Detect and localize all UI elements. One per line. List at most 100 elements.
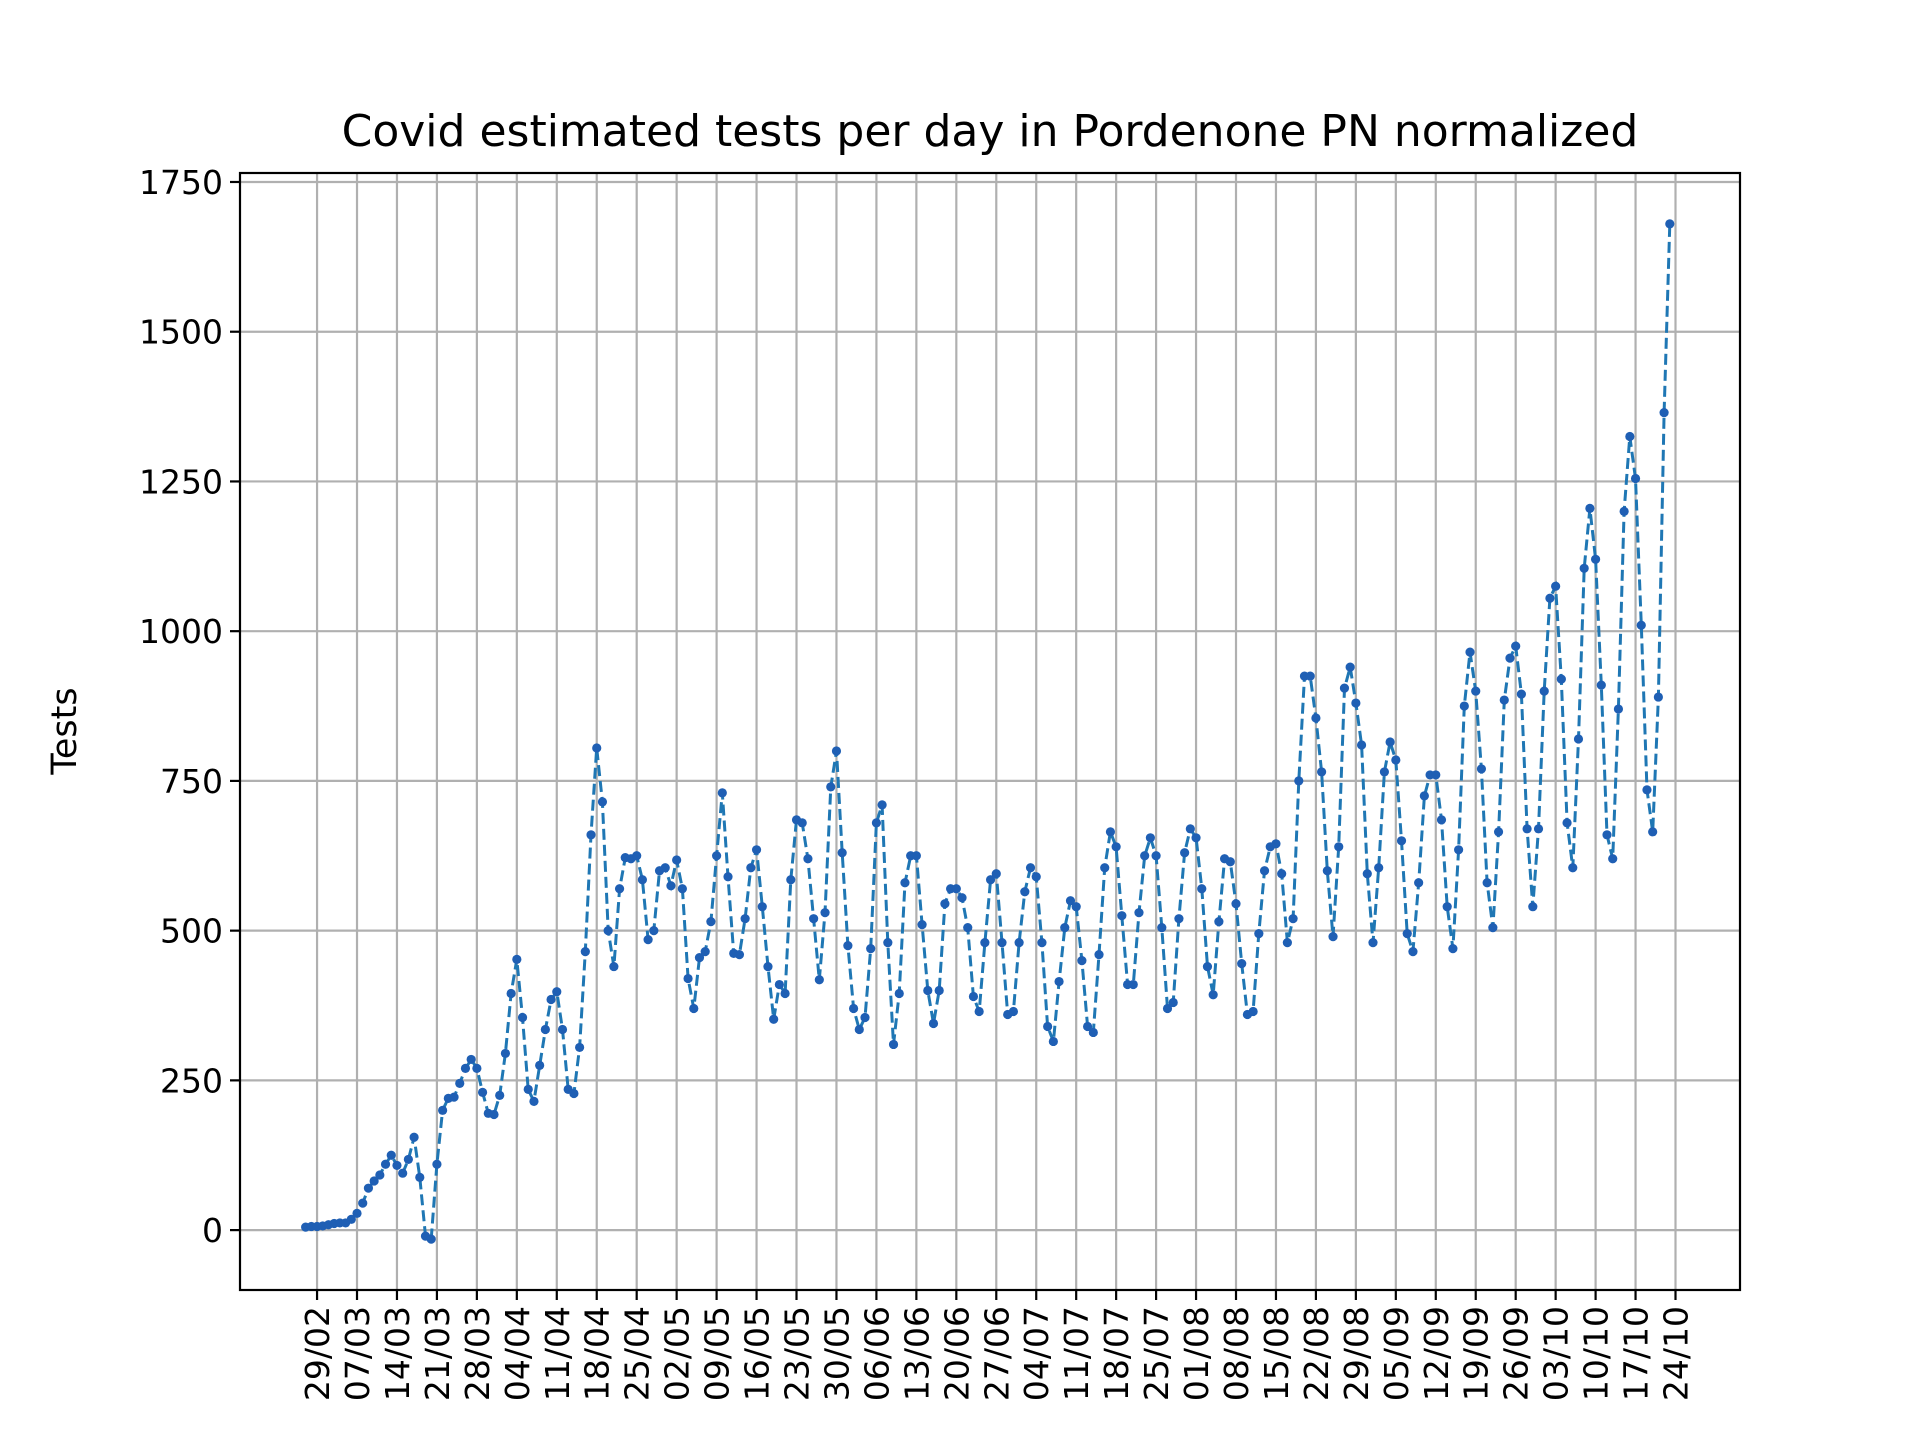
data-point: [1254, 929, 1264, 939]
plot-frame: [238, 171, 1742, 1292]
data-point: [1653, 692, 1663, 702]
x-tick-label: 16/05: [738, 1306, 777, 1401]
y-tick-label: 1750: [139, 163, 223, 202]
data-point: [1476, 764, 1487, 774]
x-tick-label: 20/06: [937, 1306, 976, 1401]
data-point: [1157, 923, 1167, 933]
data-point: [540, 1024, 550, 1035]
data-point: [1356, 740, 1367, 750]
data-point: [1317, 767, 1327, 777]
data-point: [449, 1092, 459, 1102]
data-point: [1025, 863, 1036, 873]
data-point: [369, 1176, 379, 1186]
data-point: [1482, 878, 1492, 888]
data-point: [575, 1042, 585, 1053]
data-point: [1573, 734, 1584, 744]
y-tick-label: 0: [202, 1211, 223, 1250]
x-tick-label: 21/03: [418, 1306, 457, 1401]
data-point: [660, 863, 670, 873]
x-tick-label: 06/06: [857, 1306, 896, 1401]
data-point: [1665, 219, 1675, 229]
data-point: [1088, 1027, 1098, 1038]
x-tick-label: 25/04: [618, 1306, 657, 1401]
data-point: [1043, 1021, 1053, 1032]
data-point: [1511, 641, 1521, 651]
data-point: [557, 1024, 568, 1035]
data-point: [363, 1183, 374, 1193]
data-point: [535, 1060, 545, 1071]
data-point: [1659, 407, 1669, 418]
data-point: [757, 902, 767, 912]
data-point: [523, 1084, 533, 1094]
series-layer: [301, 219, 1675, 1244]
data-point: [586, 830, 596, 840]
data-point: [460, 1063, 471, 1073]
data-point: [951, 884, 961, 894]
data-point: [1568, 863, 1578, 873]
data-point: [380, 1159, 391, 1169]
data-point: [1162, 1003, 1173, 1014]
x-tick-label: 24/10: [1657, 1306, 1696, 1401]
data-point: [957, 893, 967, 903]
data-point: [1362, 869, 1372, 879]
data-point: [1436, 815, 1447, 825]
x-tick-label: 08/08: [1217, 1306, 1256, 1401]
x-tick-label: 28/03: [458, 1306, 497, 1401]
data-point: [1311, 713, 1321, 723]
data-point: [723, 872, 733, 882]
series-line: [305, 223, 1672, 1242]
data-point: [1608, 854, 1618, 864]
data-point: [740, 914, 750, 924]
data-point: [1237, 958, 1247, 969]
data-point: [894, 988, 904, 999]
data-point: [1117, 911, 1127, 921]
x-tick-label: 26/09: [1497, 1306, 1536, 1401]
data-point: [666, 881, 676, 891]
data-point: [438, 1105, 448, 1115]
data-point: [940, 899, 950, 909]
data-point: [592, 743, 602, 753]
data-point: [1282, 938, 1292, 948]
data-point: [1083, 1021, 1093, 1032]
data-point: [985, 875, 996, 885]
data-point: [1065, 896, 1076, 906]
data-point: [860, 1012, 870, 1023]
x-tick-label: 12/09: [1417, 1306, 1456, 1401]
data-point: [1185, 824, 1195, 834]
x-tick-label: 27/06: [977, 1306, 1016, 1401]
data-point: [477, 1087, 488, 1097]
x-tick-label: 11/07: [1057, 1306, 1096, 1401]
data-point: [1111, 842, 1121, 852]
data-point: [1625, 431, 1635, 442]
data-point: [780, 988, 790, 999]
data-point: [1134, 908, 1144, 918]
data-point: [1128, 979, 1138, 990]
data-point: [974, 1006, 984, 1017]
data-point: [1528, 902, 1538, 912]
data-point: [711, 851, 722, 861]
data-point: [1493, 827, 1504, 837]
x-tick-label: 01/08: [1177, 1306, 1216, 1401]
data-point: [426, 1234, 436, 1244]
data-point: [1545, 593, 1555, 603]
data-point: [826, 782, 836, 792]
y-tick-label: 250: [160, 1061, 223, 1100]
data-point: [786, 875, 796, 885]
data-point: [888, 1039, 899, 1050]
data-point: [1642, 785, 1652, 795]
data-point: [597, 797, 608, 807]
data-point: [415, 1172, 425, 1183]
data-point: [495, 1090, 505, 1100]
data-point: [1505, 653, 1515, 663]
data-point: [820, 908, 830, 918]
data-point: [923, 985, 933, 996]
data-point: [352, 1208, 362, 1218]
data-point: [1100, 863, 1110, 873]
data-point: [1105, 827, 1116, 837]
data-point: [1077, 955, 1087, 966]
data-point: [1630, 473, 1641, 484]
x-tick-label: 18/04: [578, 1306, 617, 1401]
x-tick-label: 02/05: [658, 1306, 697, 1401]
data-point: [386, 1150, 396, 1160]
data-point: [1048, 1036, 1058, 1047]
